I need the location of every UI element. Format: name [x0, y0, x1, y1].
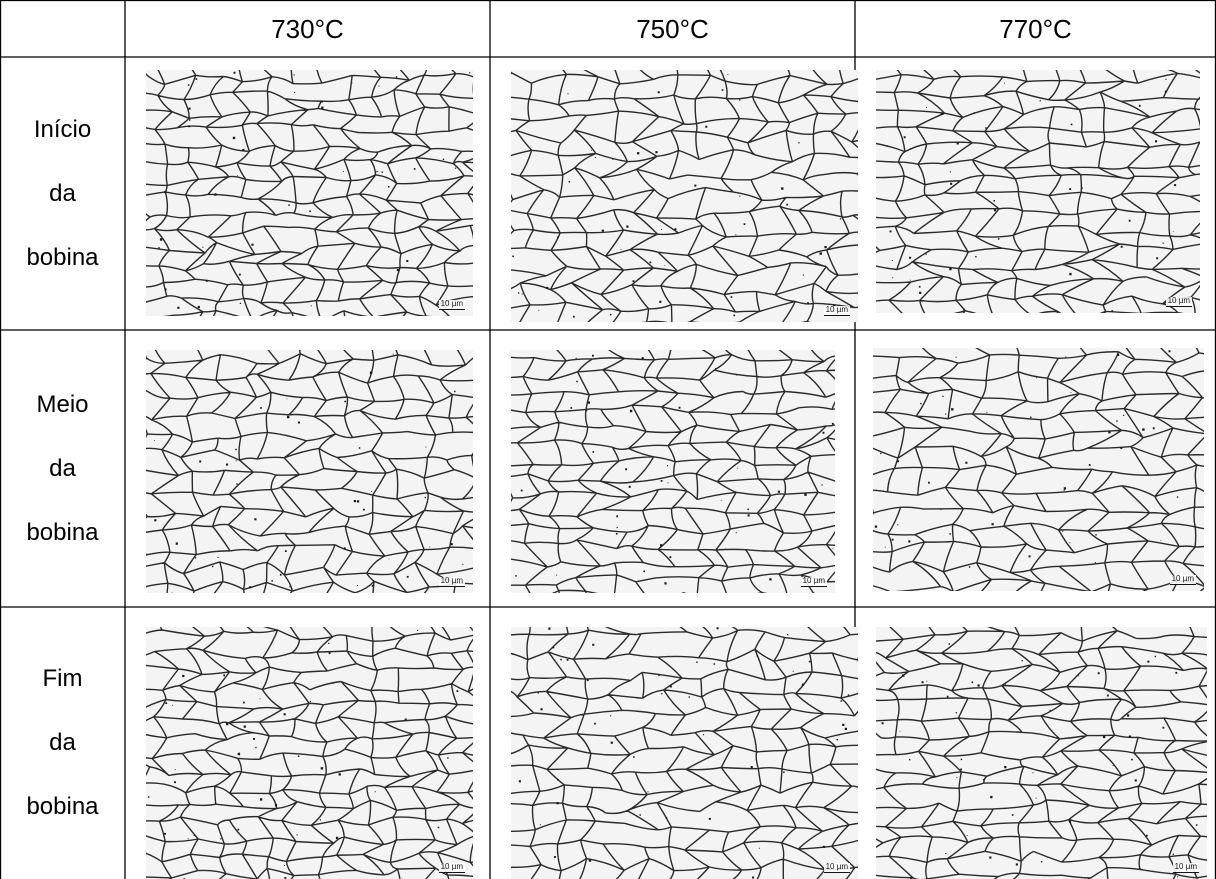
row-header-line: da — [49, 729, 76, 756]
grain-boundaries — [876, 627, 1207, 879]
grain-structure — [146, 70, 473, 316]
row-header-line: da — [49, 454, 76, 482]
scale-bar: 10 µm — [800, 576, 827, 587]
column-header-770: 770°C — [999, 13, 1072, 44]
grain-boundaries — [873, 348, 1204, 591]
grain-structure — [876, 627, 1207, 879]
row-header-line: Fim — [42, 665, 83, 692]
grain-structure — [146, 627, 473, 879]
grain-structure — [876, 70, 1200, 313]
micrograph-image: 10 µm — [146, 627, 473, 879]
grain-boundaries — [146, 70, 473, 316]
grain-structure — [873, 348, 1204, 591]
grain-boundaries — [511, 350, 835, 593]
scale-bar: 10 µm — [1172, 862, 1199, 873]
grain-boundaries — [876, 70, 1200, 313]
column-header-750: 750°C — [636, 13, 709, 44]
row-header-line: bobina — [26, 518, 99, 546]
grain-structure — [511, 350, 835, 593]
scale-bar: 10 µm — [1169, 574, 1196, 585]
grain-boundaries — [511, 70, 858, 322]
row-header-fim: Fim da bobina — [0, 607, 125, 879]
grain-boundaries — [146, 627, 473, 879]
scale-bar: 10 µm — [1165, 296, 1192, 307]
row-header-line: bobina — [26, 793, 99, 820]
micrograph-image: 10 µm — [146, 70, 473, 316]
grain-structure — [146, 350, 473, 593]
row-header-meio: Meio da bobina — [0, 330, 125, 607]
row-header-inicio: Início da bobina — [0, 57, 125, 330]
micrograph-image: 10 µm — [511, 350, 835, 593]
grain-boundaries — [511, 627, 858, 879]
grain-structure — [511, 627, 858, 879]
micrograph-image: 10 µm — [876, 70, 1200, 313]
micrograph-image: 10 µm — [876, 627, 1207, 879]
scale-bar: 10 µm — [438, 576, 465, 587]
micrograph-image: 10 µm — [511, 70, 858, 322]
grain-structure — [511, 70, 858, 322]
precipitate-dots — [515, 354, 834, 593]
scale-bar: 10 µm — [823, 305, 850, 316]
micrograph-image: 10 µm — [873, 348, 1204, 591]
grain-boundaries — [146, 350, 473, 593]
scale-bar: 10 µm — [438, 299, 465, 310]
row-header-line: bobina — [26, 243, 99, 271]
row-header-line: Meio — [36, 390, 89, 418]
micrograph-image: 10 µm — [511, 627, 858, 879]
row-header-line: Início — [33, 115, 92, 143]
scale-bar: 10 µm — [438, 862, 465, 873]
scale-bar: 10 µm — [823, 862, 850, 873]
column-header-730: 730°C — [271, 13, 344, 44]
row-header-line: da — [49, 179, 76, 207]
micrograph-image: 10 µm — [146, 350, 473, 593]
